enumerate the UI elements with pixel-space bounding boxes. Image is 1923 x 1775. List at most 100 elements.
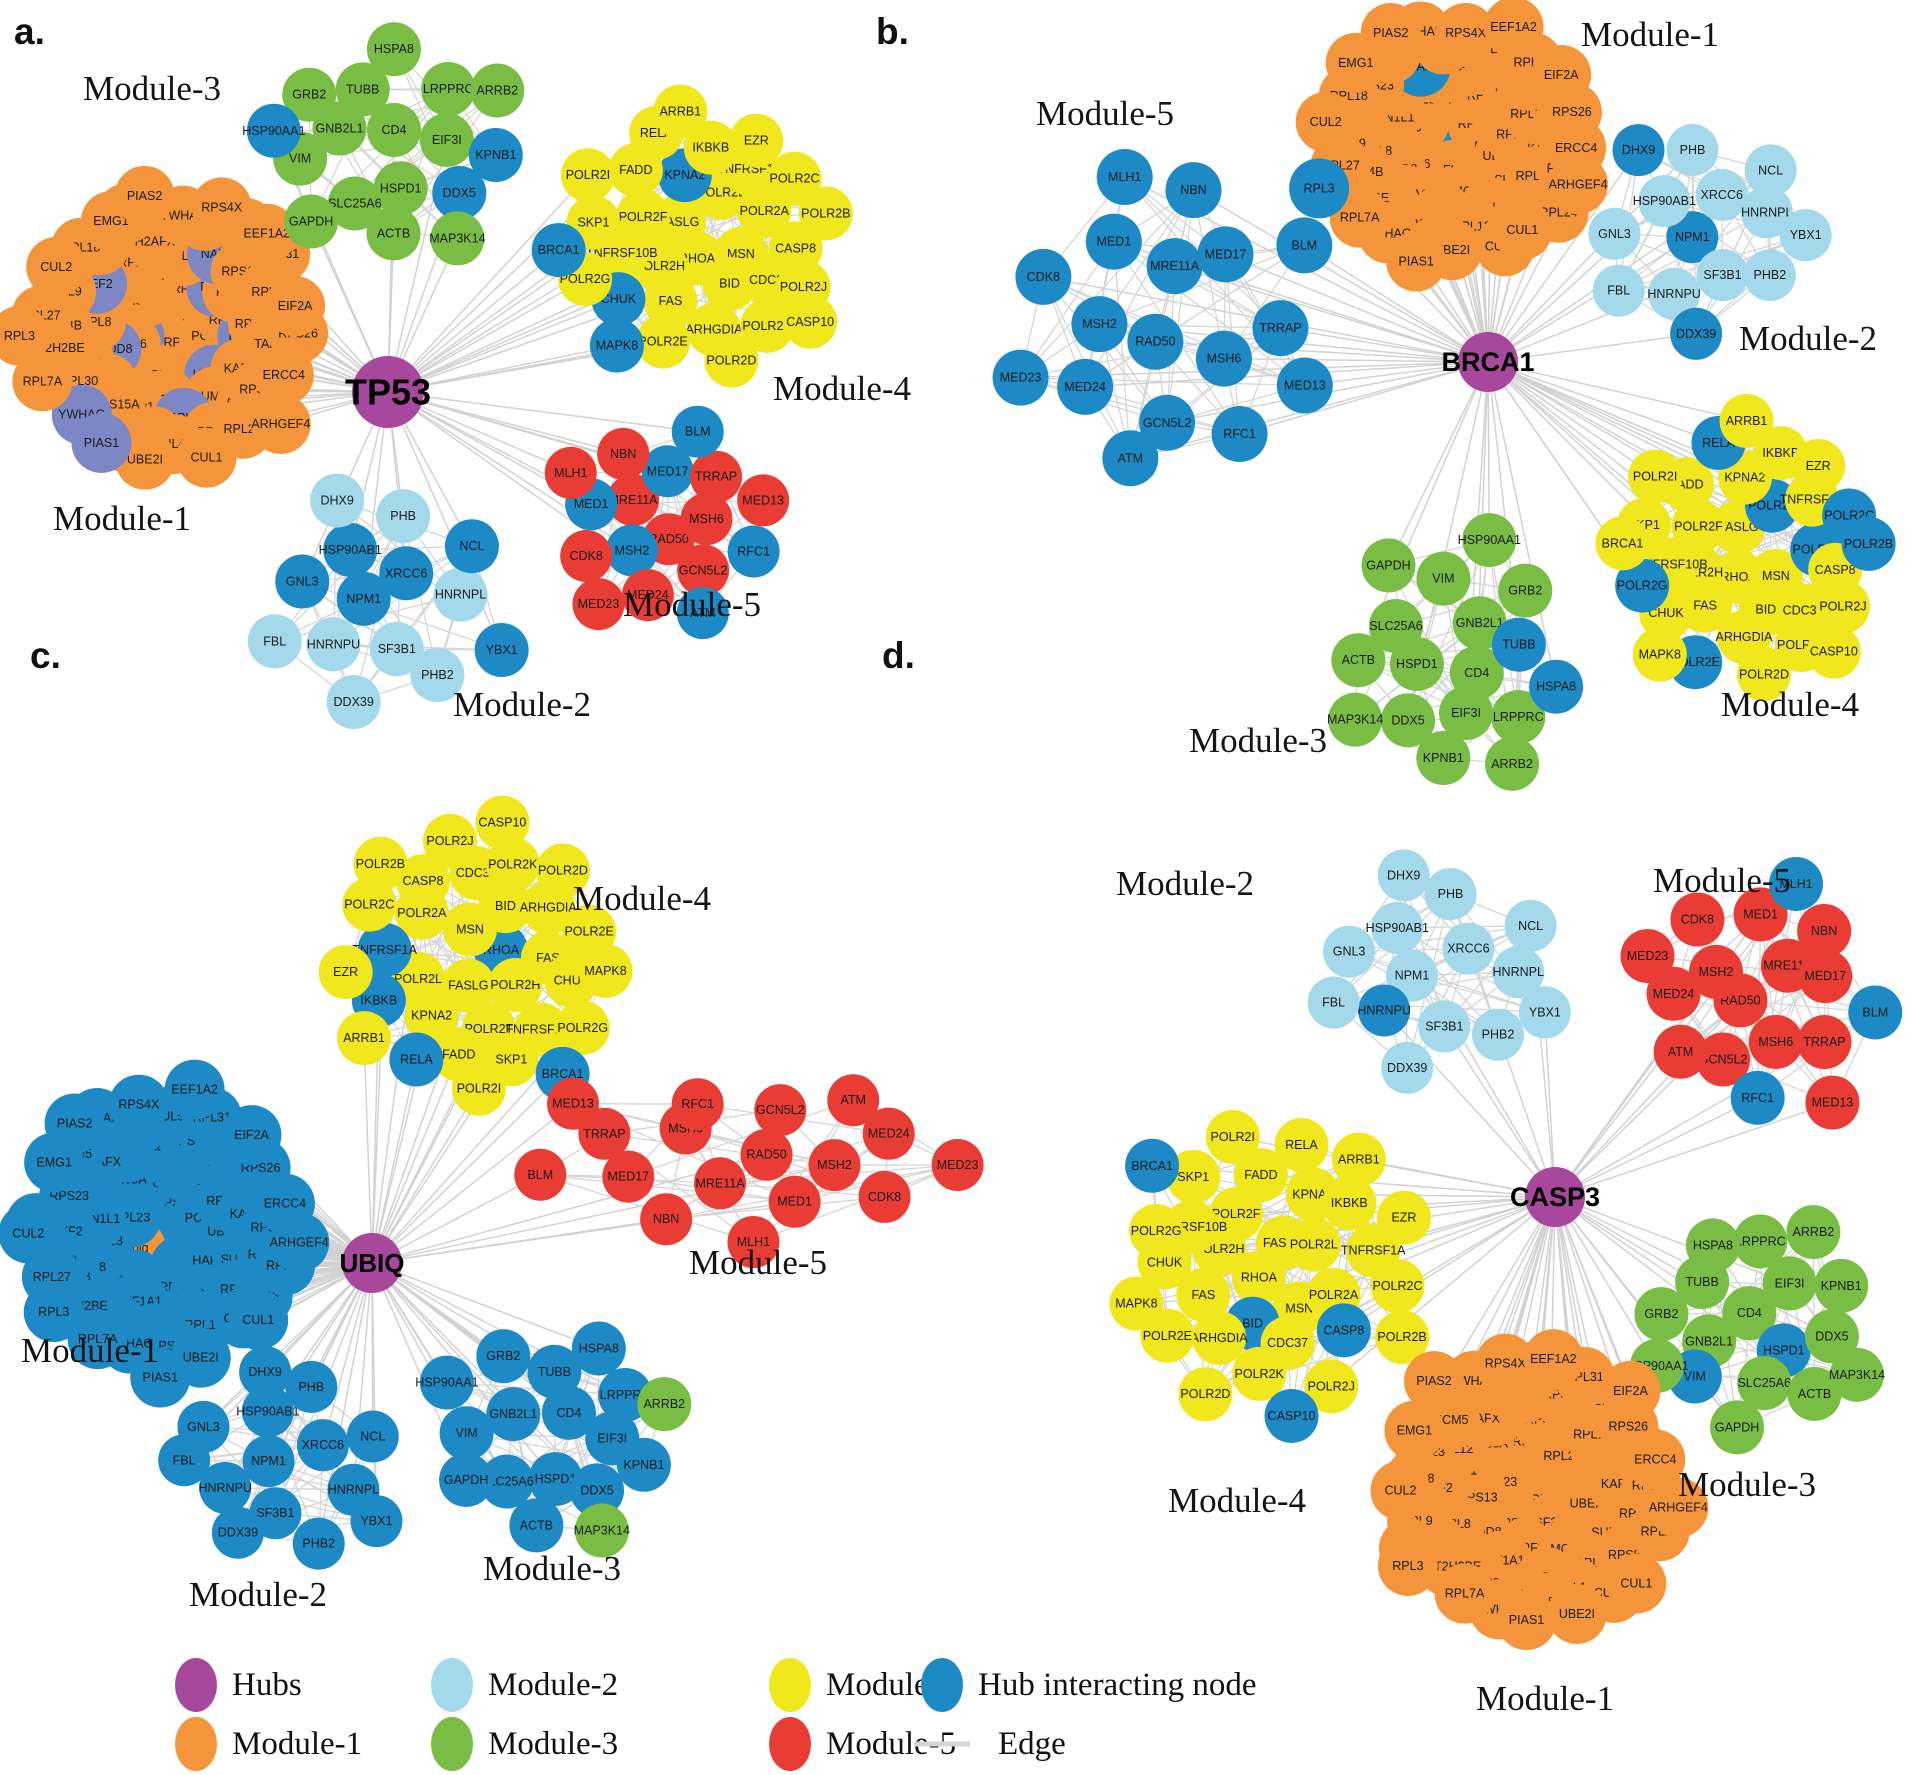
node-TRRAP[interactable]: TRRAP — [690, 450, 743, 503]
node-GAPDH[interactable]: GAPDH — [439, 1452, 494, 1507]
node-NCL[interactable]: NCL — [444, 519, 499, 574]
node-EZR[interactable]: EZR — [318, 945, 373, 1000]
node-CDK8[interactable]: CDK8 — [560, 529, 613, 582]
node-ARHGEF4[interactable]: ARHGEF4 — [250, 394, 311, 455]
node-DDX39[interactable]: DDX39 — [1381, 1041, 1434, 1094]
node-POLR2D[interactable]: POLR2D — [704, 333, 759, 388]
node-GCN5L2[interactable]: GCN5L2 — [754, 1084, 807, 1137]
node-MED23[interactable]: MED23 — [1620, 929, 1675, 984]
node-GAPDH[interactable]: GAPDH — [1361, 538, 1416, 593]
node-HSPA8[interactable]: HSPA8 — [1685, 1218, 1740, 1273]
node-XRCC6[interactable]: XRCC6 — [1442, 922, 1495, 975]
node-NBN[interactable]: NBN — [1165, 162, 1222, 219]
node-POLR2J[interactable]: POLR2J — [422, 813, 477, 868]
node-EZR[interactable]: EZR — [1376, 1190, 1431, 1245]
node-GNL3[interactable]: GNL3 — [275, 554, 330, 609]
node-POLR2G[interactable]: POLR2G — [555, 1000, 610, 1055]
node-TRRAP[interactable]: TRRAP — [1252, 300, 1309, 357]
node-HSPD1[interactable]: HSPD1 — [373, 161, 428, 216]
node-RELA[interactable]: RELA — [1274, 1118, 1329, 1173]
node-BLM[interactable]: BLM — [514, 1148, 567, 1201]
node-HSP90AA1[interactable]: HSP90AA1 — [415, 1355, 479, 1410]
hub-BRCA1[interactable]: BRCA1 — [1441, 332, 1535, 392]
node-KPNB1[interactable]: KPNB1 — [616, 1437, 671, 1492]
node-MAP3K14[interactable]: MAP3K14 — [1327, 692, 1383, 747]
node-PIAS2[interactable]: PIAS2 — [114, 165, 175, 226]
node-NCL[interactable]: NCL — [346, 1410, 399, 1463]
node-GRB2[interactable]: GRB2 — [476, 1329, 531, 1384]
node-CDK8[interactable]: CDK8 — [1670, 892, 1725, 947]
node-EIF2A[interactable]: EIF2A — [265, 276, 326, 337]
node-HNRNPL[interactable]: HNRNPL — [433, 567, 488, 622]
node-MED17[interactable]: MED17 — [1197, 226, 1254, 283]
node-POLR2I[interactable]: POLR2I — [1628, 449, 1683, 504]
node-FBL[interactable]: FBL — [247, 614, 302, 669]
node-PIAS2[interactable]: PIAS2 — [44, 1093, 105, 1154]
node-DDX39[interactable]: DDX39 — [1670, 307, 1723, 360]
node-MED23[interactable]: MED23 — [992, 349, 1049, 406]
node-HSP90AB1[interactable]: HSP90AB1 — [1366, 901, 1429, 954]
node-BLM[interactable]: BLM — [1848, 985, 1903, 1040]
node-MED13[interactable]: MED13 — [1805, 1075, 1860, 1130]
node-HSPA8[interactable]: HSPA8 — [571, 1321, 626, 1376]
node-XRCC6[interactable]: XRCC6 — [379, 546, 434, 601]
node-PHB[interactable]: PHB — [1424, 868, 1477, 921]
node-MAPK8[interactable]: MAPK8 — [589, 318, 644, 373]
node-DDX39[interactable]: DDX39 — [326, 675, 381, 730]
node-MRE11A[interactable]: MRE11A — [694, 1157, 747, 1210]
node-BLM[interactable]: BLM — [671, 405, 724, 458]
node-MED13[interactable]: MED13 — [737, 474, 790, 527]
node-BLM[interactable]: BLM — [1276, 217, 1333, 274]
node-TUBB[interactable]: TUBB — [1491, 617, 1546, 672]
node-MLH1[interactable]: MLH1 — [1096, 148, 1153, 205]
node-DHX9[interactable]: DHX9 — [239, 1346, 292, 1399]
node-DHX9[interactable]: DHX9 — [1612, 124, 1665, 177]
node-PHB[interactable]: PHB — [376, 489, 431, 544]
node-PHB[interactable]: PHB — [285, 1360, 338, 1413]
node-RFC1[interactable]: RFC1 — [1211, 406, 1268, 463]
node-VIM[interactable]: VIM — [1416, 551, 1471, 606]
node-XRCC6[interactable]: XRCC6 — [1695, 168, 1748, 221]
node-ARRB2[interactable]: ARRB2 — [470, 63, 525, 118]
node-VIM[interactable]: VIM — [439, 1406, 494, 1461]
node-CASP10[interactable]: CASP10 — [1806, 624, 1861, 679]
node-BRCA1[interactable]: BRCA1 — [1125, 1138, 1180, 1193]
node-ARRB1[interactable]: ARRB1 — [1331, 1132, 1386, 1187]
node-DDX39[interactable]: DDX39 — [211, 1506, 264, 1559]
node-DHX9[interactable]: DHX9 — [310, 473, 365, 528]
node-EZR[interactable]: EZR — [729, 113, 784, 168]
node-ARRB2[interactable]: ARRB2 — [637, 1377, 692, 1432]
node-CUL1[interactable]: CUL1 — [1492, 200, 1553, 261]
node-RFC1[interactable]: RFC1 — [671, 1078, 724, 1131]
node-EIF3I[interactable]: EIF3I — [419, 112, 474, 167]
node-CDK8[interactable]: CDK8 — [1015, 248, 1072, 305]
node-MSH2[interactable]: MSH2 — [605, 524, 658, 577]
node-YBX1[interactable]: YBX1 — [350, 1495, 403, 1548]
node-MSH6[interactable]: MSH6 — [1748, 1014, 1803, 1069]
node-ACTB[interactable]: ACTB — [1331, 633, 1386, 688]
node-MED13[interactable]: MED13 — [546, 1077, 599, 1130]
node-ACTB[interactable]: ACTB — [366, 206, 421, 261]
node-EIF2A[interactable]: EIF2A — [221, 1105, 282, 1166]
node-ATM[interactable]: ATM — [827, 1074, 880, 1127]
node-ARRB1[interactable]: ARRB1 — [337, 1011, 392, 1066]
node-GAPDH[interactable]: GAPDH — [284, 194, 339, 249]
node-ARRB1[interactable]: ARRB1 — [1719, 393, 1774, 448]
node-POLR2L[interactable]: POLR2L — [1286, 1217, 1341, 1272]
node-YBX1[interactable]: YBX1 — [1779, 209, 1832, 262]
node-RPL3[interactable]: RPL3 — [1377, 1535, 1438, 1596]
node-PIAS1[interactable]: PIAS1 — [1386, 231, 1447, 292]
node-RELA[interactable]: RELA — [389, 1032, 444, 1087]
node-MRE11A[interactable]: MRE11A — [1146, 238, 1203, 295]
node-GNL3[interactable]: GNL3 — [1588, 207, 1641, 260]
node-PIAS1[interactable]: PIAS1 — [1496, 1590, 1557, 1651]
node-MED23[interactable]: MED23 — [931, 1139, 984, 1192]
node-POLR2B[interactable]: POLR2B — [353, 836, 408, 891]
node-MAPK8[interactable]: MAPK8 — [1109, 1276, 1164, 1331]
node-CASP10[interactable]: CASP10 — [783, 294, 838, 349]
node-CUL2[interactable]: CUL2 — [26, 236, 87, 297]
node-ATM[interactable]: ATM — [1653, 1024, 1708, 1079]
node-MED1[interactable]: MED1 — [1085, 213, 1142, 270]
node-POLR2E[interactable]: POLR2E — [636, 314, 691, 369]
node-POLR2J[interactable]: POLR2J — [1816, 579, 1871, 634]
